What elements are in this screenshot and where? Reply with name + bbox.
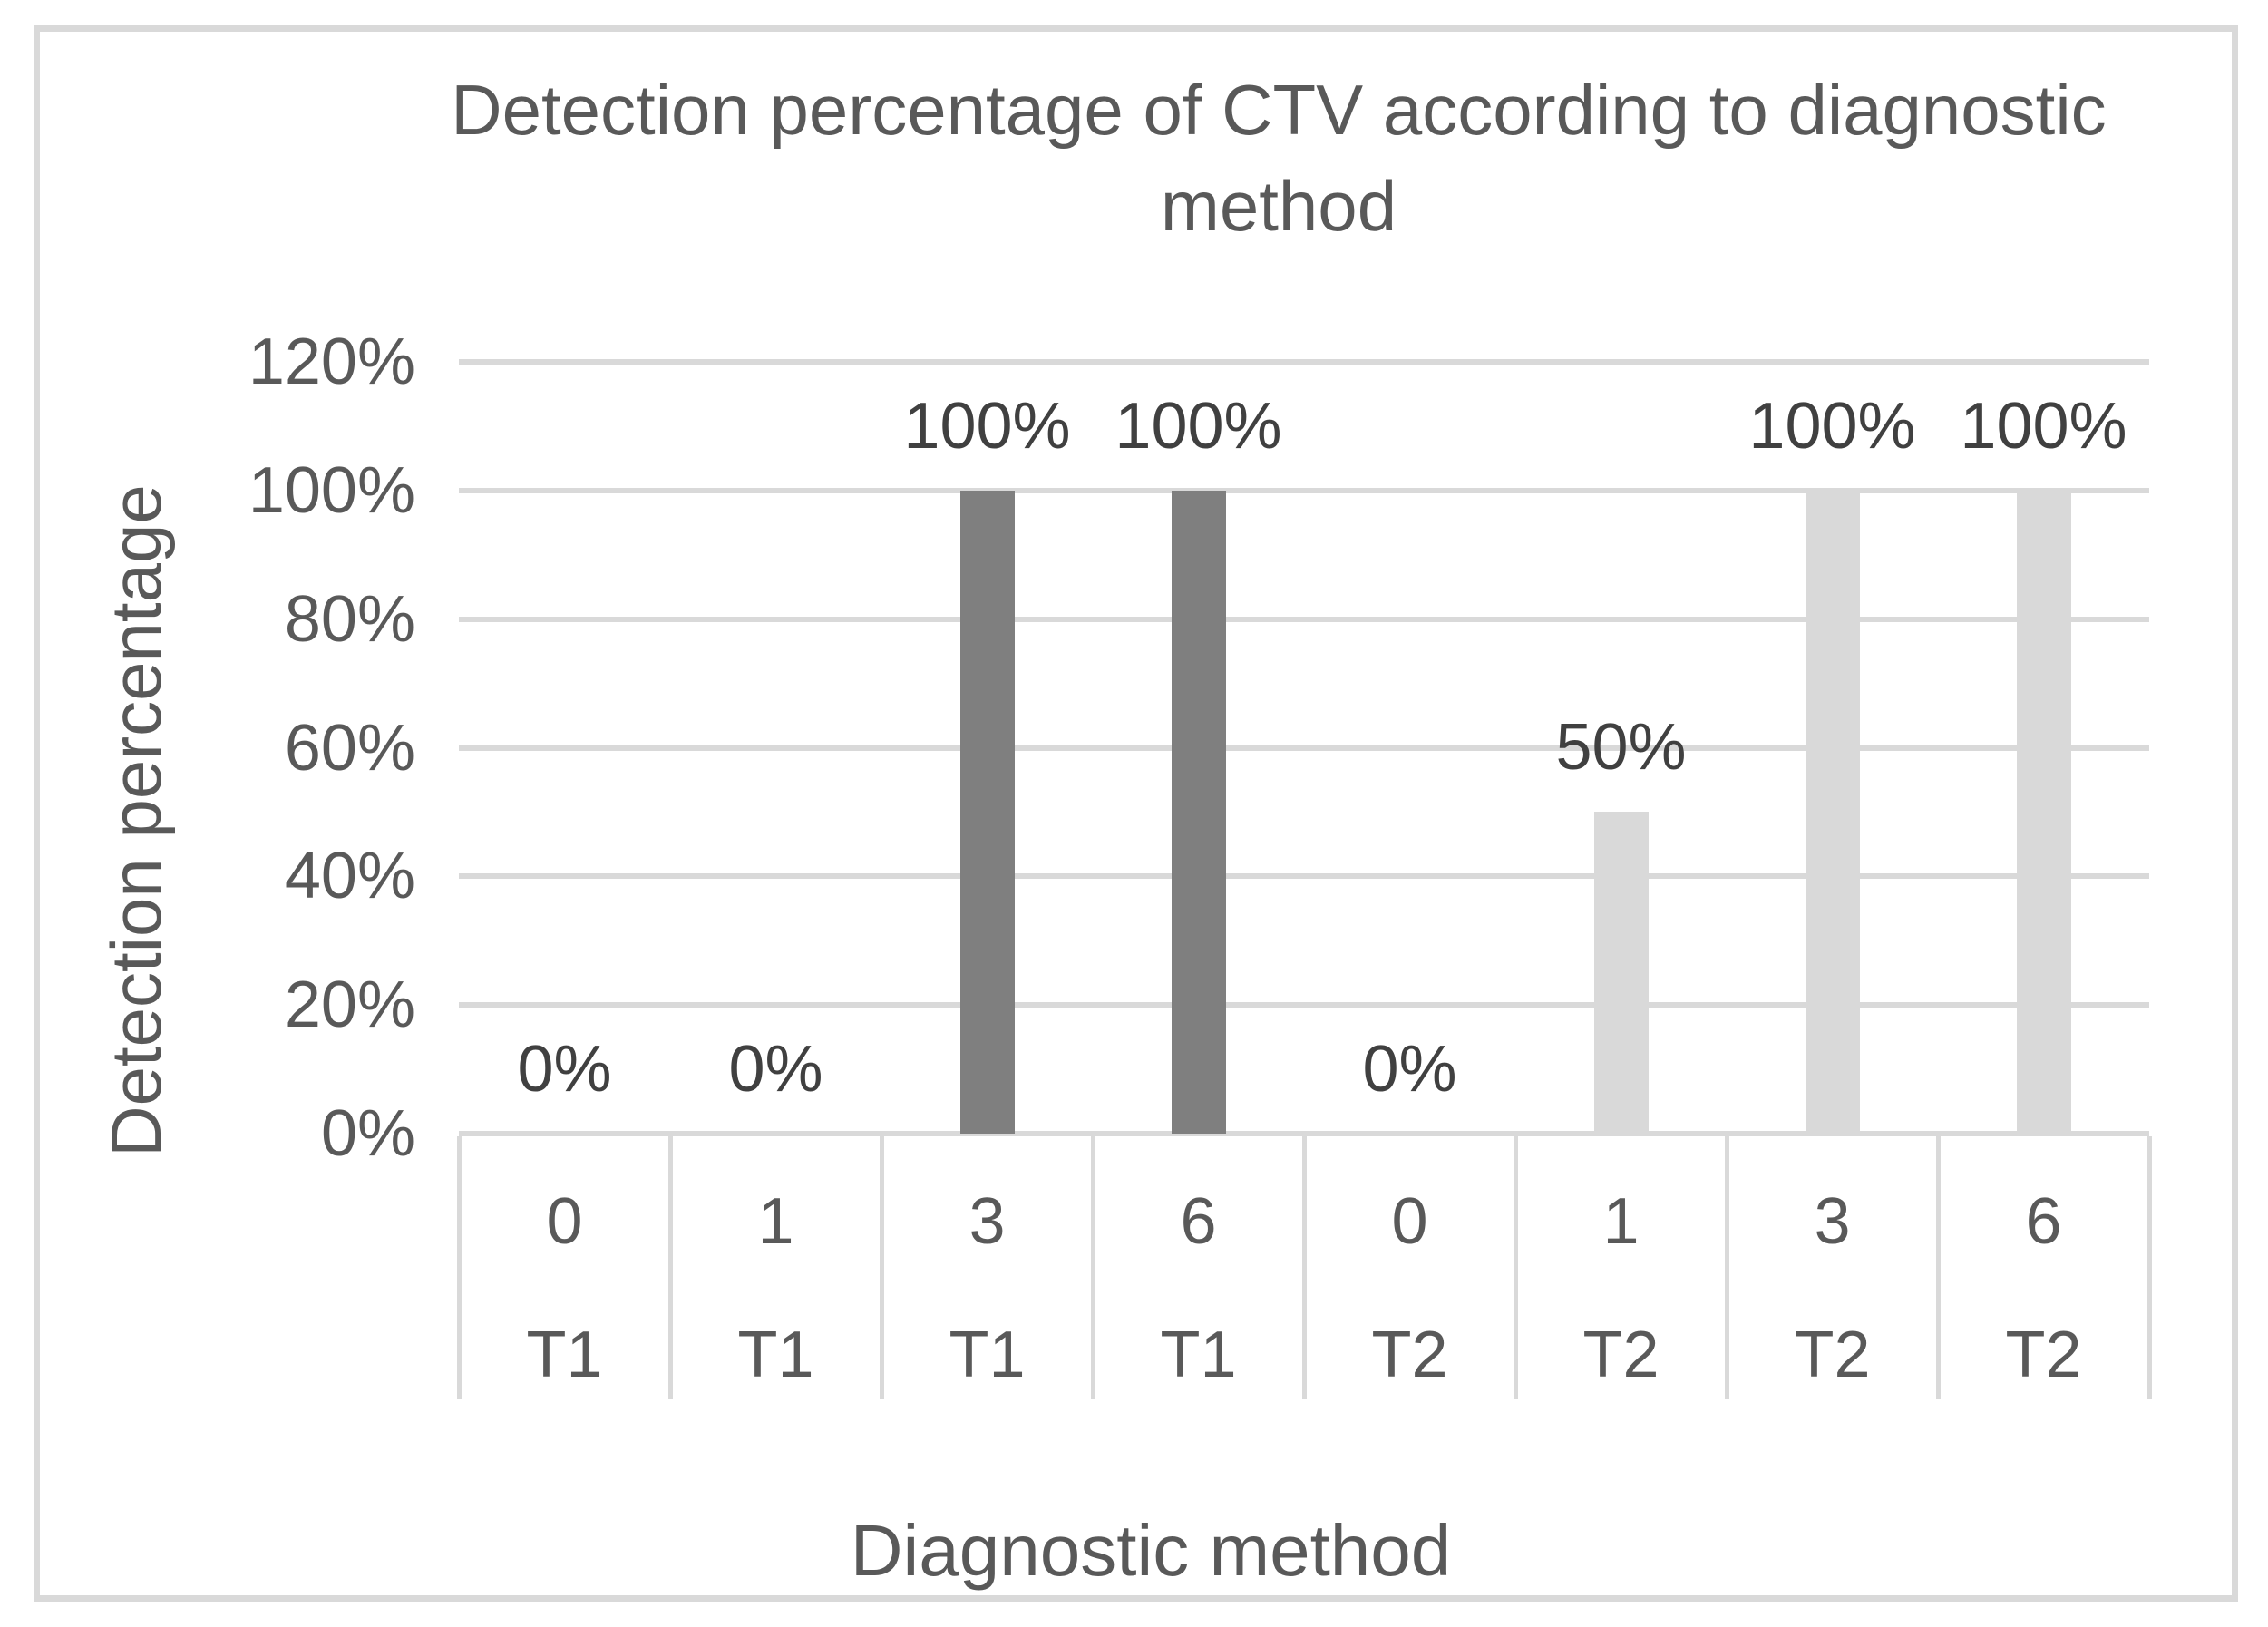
- x-tick-label: 6: [1180, 1185, 1217, 1258]
- y-tick-label: 100%: [248, 453, 415, 527]
- group-label: T1: [949, 1319, 1026, 1391]
- data-label: 100%: [1960, 389, 2127, 463]
- data-label: 50%: [1555, 711, 1687, 784]
- figure-border: [34, 25, 2238, 1602]
- category-separator: [457, 1136, 462, 1399]
- y-tick-label: 80%: [284, 582, 415, 656]
- y-tick-label: 40%: [284, 840, 415, 913]
- data-label: 0%: [728, 1033, 823, 1106]
- x-tick-label: 3: [1814, 1185, 1851, 1258]
- category-separator: [1514, 1136, 1518, 1399]
- x-tick-label: 0: [1391, 1185, 1428, 1258]
- data-label: 100%: [1115, 389, 1282, 463]
- data-label: 0%: [1362, 1033, 1457, 1106]
- group-label: T2: [1582, 1319, 1660, 1391]
- category-separator: [880, 1136, 884, 1399]
- category-separator: [1725, 1136, 1729, 1399]
- category-separator: [1091, 1136, 1095, 1399]
- bar-T1-6: [1171, 490, 1226, 1134]
- data-label: 0%: [517, 1033, 612, 1106]
- category-separator: [2147, 1136, 2152, 1399]
- gridline: [459, 745, 2149, 751]
- group-label: T2: [1794, 1319, 1871, 1391]
- group-label: T1: [737, 1319, 814, 1391]
- x-tick-label: 1: [1602, 1185, 1640, 1258]
- x-axis-title: Diagnostic method: [850, 1510, 1452, 1591]
- chart-title-line2: method: [1160, 166, 1397, 246]
- y-tick-label: 20%: [284, 969, 415, 1042]
- data-label: 100%: [1748, 389, 1916, 463]
- chart-title: Detection percentage of CTV according to…: [299, 62, 2258, 254]
- y-tick-label: 0%: [320, 1097, 415, 1170]
- x-axis-line: [459, 1131, 2149, 1136]
- group-label: T2: [2005, 1319, 2082, 1391]
- group-label: T1: [526, 1319, 603, 1391]
- x-tick-label: 6: [2025, 1185, 2062, 1258]
- y-tick-label: 120%: [248, 326, 415, 398]
- y-tick-label: 60%: [284, 711, 415, 784]
- x-tick-label: 0: [546, 1185, 583, 1258]
- gridline: [459, 616, 2149, 622]
- category-separator: [668, 1136, 673, 1399]
- gridline: [459, 487, 2149, 493]
- bar-T2-1: [1593, 812, 1649, 1134]
- group-label: T1: [1160, 1319, 1237, 1391]
- chart-title-line1: Detection percentage of CTV according to…: [451, 70, 2107, 150]
- gridline: [459, 873, 2149, 880]
- gridline: [459, 359, 2149, 365]
- x-tick-label: 3: [969, 1185, 1006, 1258]
- category-separator: [1302, 1136, 1307, 1399]
- x-tick-label: 1: [757, 1185, 794, 1258]
- bar-T1-3: [959, 490, 1015, 1134]
- group-label: T2: [1371, 1319, 1448, 1391]
- category-separator: [1936, 1136, 1941, 1399]
- bar-T2-6: [2016, 490, 2071, 1134]
- data-label: 100%: [903, 389, 1071, 463]
- gridline: [459, 1002, 2149, 1008]
- bar-T2-3: [1805, 490, 1860, 1134]
